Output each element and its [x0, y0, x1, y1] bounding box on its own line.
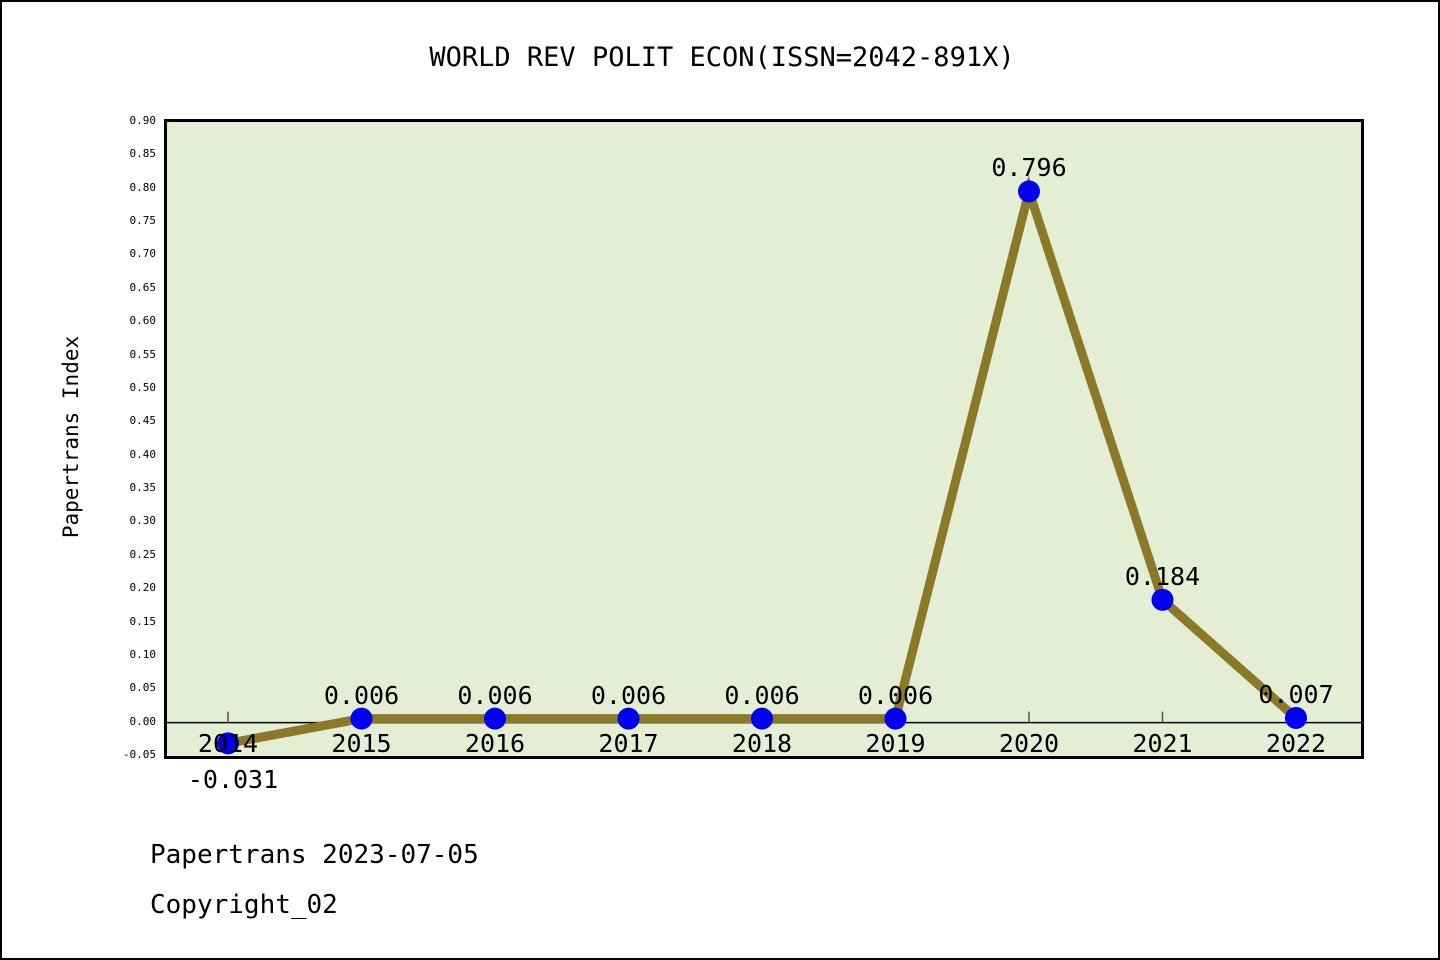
data-value-label: 0.006: [857, 680, 934, 710]
y-tick-label: 0.20: [129, 581, 157, 595]
data-series-line: [227, 175, 1299, 748]
y-tick-label: 0.10: [129, 647, 157, 661]
data-point-marker[interactable]: [751, 707, 773, 730]
y-tick-label: 0.75: [129, 214, 157, 228]
data-value-label: 0.006: [457, 680, 533, 710]
data-point-marker[interactable]: [617, 707, 640, 730]
y-tick-label: 0.25: [129, 547, 157, 561]
footer-copyright: Copyright_02: [150, 890, 338, 920]
data-value-label: -0.031: [187, 765, 279, 795]
data-point-marker[interactable]: [1151, 588, 1174, 611]
y-tick-label: 0.15: [129, 614, 157, 628]
data-value-label: 0.796: [991, 153, 1067, 183]
y-tick-label: 0.70: [129, 247, 157, 261]
data-point-marker[interactable]: [217, 732, 239, 755]
y-axis-title: Papertrans Index: [59, 335, 83, 539]
data-point-marker[interactable]: [350, 707, 373, 730]
y-tick-label: 0.30: [129, 514, 157, 528]
x-tick-label: 2017: [598, 728, 659, 758]
footer-date: Papertrans 2023-07-05: [150, 840, 479, 870]
series-polyline: [227, 175, 1299, 748]
data-value-label: 0.184: [1124, 561, 1201, 591]
y-tick-label: 0.90: [129, 114, 157, 127]
x-tick-label: 2018: [731, 728, 793, 758]
x-tick-label: 2021: [1132, 728, 1193, 758]
plot-area: [164, 119, 1364, 759]
data-point-marker[interactable]: [1018, 180, 1040, 203]
y-tick-label: 0.60: [129, 314, 157, 328]
y-tick-label: 0.40: [129, 447, 157, 461]
x-tick-label: 2014: [197, 728, 259, 758]
y-tick-label: -0.05: [122, 748, 156, 761]
x-tick-label: 2022: [1265, 728, 1327, 758]
y-tick-label: 0.55: [129, 347, 157, 361]
y-tick-label: 0.05: [129, 681, 157, 695]
data-value-label: 0.006: [590, 680, 667, 710]
y-tick-label: 0.50: [129, 380, 157, 394]
y-tick-label: 0.00: [129, 714, 157, 728]
data-point-marker[interactable]: [884, 707, 907, 730]
y-tick-label: 0.85: [129, 147, 157, 161]
plot-svg: [167, 175, 1361, 755]
data-value-label: 0.006: [323, 680, 400, 710]
data-value-label: 0.007: [1258, 679, 1334, 709]
y-tick-label: 0.35: [129, 481, 157, 495]
x-tick-label: 2016: [464, 728, 526, 758]
data-point-marker[interactable]: [484, 707, 506, 730]
y-tick-label: 0.65: [129, 280, 157, 294]
chart-title: WORLD REV POLIT ECON(ISSN=2042-891X): [429, 42, 1015, 73]
data-point-markers: [217, 180, 1307, 755]
x-tick-label: 2015: [331, 728, 392, 758]
y-tick-label: 0.80: [129, 180, 157, 194]
data-point-marker[interactable]: [1285, 706, 1307, 729]
x-tick-label: 2020: [998, 728, 1060, 758]
data-value-label: 0.006: [724, 680, 800, 710]
y-tick-label: 0.45: [129, 414, 157, 428]
x-tick-label: 2019: [865, 728, 926, 758]
